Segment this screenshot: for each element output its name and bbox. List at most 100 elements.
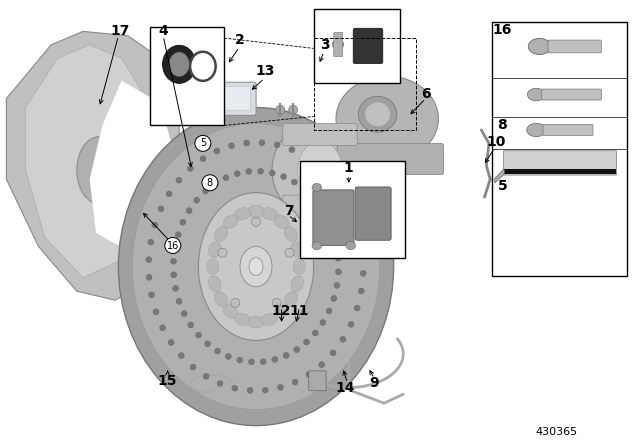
Ellipse shape <box>283 353 289 358</box>
Ellipse shape <box>153 309 159 315</box>
Ellipse shape <box>310 195 316 201</box>
Ellipse shape <box>291 179 298 185</box>
Ellipse shape <box>179 353 184 359</box>
Ellipse shape <box>294 347 300 353</box>
Bar <box>492 22 627 276</box>
Ellipse shape <box>247 388 253 393</box>
Ellipse shape <box>171 272 177 278</box>
Ellipse shape <box>171 258 177 264</box>
Ellipse shape <box>146 257 152 263</box>
Ellipse shape <box>262 207 277 220</box>
Ellipse shape <box>289 146 295 153</box>
Ellipse shape <box>163 45 196 83</box>
FancyBboxPatch shape <box>313 190 354 246</box>
FancyBboxPatch shape <box>541 89 602 100</box>
Ellipse shape <box>358 288 364 294</box>
Text: 8: 8 <box>207 178 213 188</box>
Ellipse shape <box>272 298 281 307</box>
Ellipse shape <box>158 206 164 212</box>
Ellipse shape <box>276 105 285 114</box>
Text: 10: 10 <box>486 135 506 150</box>
Ellipse shape <box>312 330 318 336</box>
Ellipse shape <box>312 241 322 250</box>
Ellipse shape <box>312 183 322 191</box>
Ellipse shape <box>194 197 200 203</box>
Ellipse shape <box>333 242 339 248</box>
Text: 5: 5 <box>200 138 206 148</box>
Ellipse shape <box>248 316 264 328</box>
Ellipse shape <box>269 170 275 176</box>
Ellipse shape <box>527 123 546 137</box>
Ellipse shape <box>217 380 223 387</box>
Ellipse shape <box>248 205 264 217</box>
Ellipse shape <box>132 123 380 409</box>
FancyBboxPatch shape <box>355 187 391 240</box>
Ellipse shape <box>214 227 228 241</box>
Ellipse shape <box>232 385 238 391</box>
Ellipse shape <box>360 271 366 276</box>
Ellipse shape <box>303 339 310 345</box>
Ellipse shape <box>260 358 266 365</box>
FancyBboxPatch shape <box>548 40 602 53</box>
Text: 16: 16 <box>493 23 512 38</box>
Ellipse shape <box>338 188 344 194</box>
FancyBboxPatch shape <box>503 151 616 175</box>
Ellipse shape <box>152 222 158 228</box>
Ellipse shape <box>148 239 154 245</box>
Text: 6: 6 <box>420 87 431 101</box>
Ellipse shape <box>358 96 397 132</box>
Ellipse shape <box>316 163 322 169</box>
Ellipse shape <box>298 141 342 199</box>
FancyBboxPatch shape <box>283 195 357 217</box>
Text: 11: 11 <box>290 304 309 319</box>
Text: 12: 12 <box>272 304 291 319</box>
Ellipse shape <box>528 39 550 55</box>
Ellipse shape <box>292 379 298 385</box>
Ellipse shape <box>274 215 289 228</box>
Ellipse shape <box>346 202 353 208</box>
Text: 2: 2 <box>235 33 245 47</box>
Ellipse shape <box>340 336 346 342</box>
FancyBboxPatch shape <box>283 124 357 145</box>
Text: 3: 3 <box>320 38 330 52</box>
Text: 14: 14 <box>336 380 355 395</box>
Ellipse shape <box>235 207 250 220</box>
Polygon shape <box>6 31 179 300</box>
Ellipse shape <box>168 340 174 345</box>
Text: 8: 8 <box>497 118 508 133</box>
Ellipse shape <box>198 193 314 340</box>
Ellipse shape <box>200 155 206 162</box>
Ellipse shape <box>190 364 196 370</box>
Ellipse shape <box>223 305 238 318</box>
Ellipse shape <box>274 305 289 318</box>
Ellipse shape <box>223 175 229 181</box>
Ellipse shape <box>348 321 354 327</box>
Ellipse shape <box>293 258 305 275</box>
Ellipse shape <box>320 319 326 326</box>
Ellipse shape <box>259 140 265 146</box>
Ellipse shape <box>280 174 287 180</box>
Text: 16: 16 <box>166 241 179 250</box>
FancyBboxPatch shape <box>337 144 444 174</box>
Ellipse shape <box>325 216 331 223</box>
Ellipse shape <box>330 229 336 235</box>
Ellipse shape <box>146 274 152 280</box>
Ellipse shape <box>244 140 250 146</box>
Ellipse shape <box>291 241 303 257</box>
FancyBboxPatch shape <box>543 125 593 135</box>
Ellipse shape <box>235 313 250 326</box>
Bar <box>314 9 400 83</box>
Ellipse shape <box>319 362 324 368</box>
Text: 4: 4 <box>158 24 168 39</box>
Ellipse shape <box>257 168 264 174</box>
Text: 430365: 430365 <box>536 427 578 437</box>
Ellipse shape <box>278 384 284 390</box>
Ellipse shape <box>166 191 172 197</box>
Ellipse shape <box>77 137 122 204</box>
FancyBboxPatch shape <box>212 86 251 111</box>
Polygon shape <box>26 45 141 278</box>
Ellipse shape <box>172 245 178 251</box>
Text: 7: 7 <box>284 203 294 218</box>
Ellipse shape <box>148 292 154 298</box>
Text: 15: 15 <box>158 374 177 388</box>
